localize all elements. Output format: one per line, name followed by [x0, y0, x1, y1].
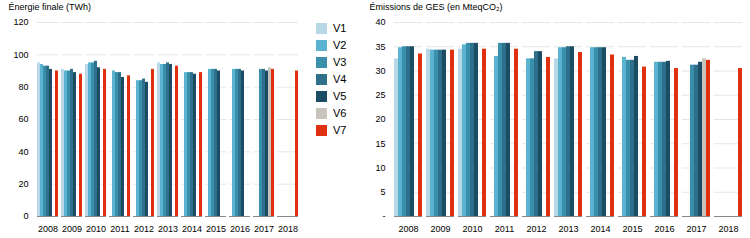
html-text:V6: V6 — [333, 107, 347, 119]
svg-text:2013: 2013 — [158, 224, 178, 234]
svg-text:2017: 2017 — [686, 224, 706, 234]
svg-text:Énergie finale (TWh): Énergie finale (TWh) — [9, 2, 92, 12]
svg-text:40: 40 — [375, 17, 385, 27]
svg-text:60: 60 — [18, 114, 28, 124]
html-text:V1: V1 — [333, 22, 347, 34]
svg-text:2017: 2017 — [254, 224, 274, 234]
svg-text:2009: 2009 — [62, 224, 82, 234]
svg-text:5: 5 — [380, 187, 385, 197]
svg-text:40: 40 — [18, 147, 28, 157]
svg-text:2008: 2008 — [398, 224, 418, 234]
svg-text:2011: 2011 — [110, 224, 129, 234]
svg-text:-: - — [383, 211, 386, 221]
html-text:V3: V3 — [333, 56, 347, 68]
svg-text:Émissions de GES (en MteqCO₂): Émissions de GES (en MteqCO₂) — [370, 2, 503, 12]
svg-text:2009: 2009 — [430, 224, 450, 234]
svg-text:2012: 2012 — [134, 224, 154, 234]
svg-text:0: 0 — [23, 211, 28, 221]
html-text:V4: V4 — [333, 73, 347, 85]
svg-text:2012: 2012 — [526, 224, 546, 234]
svg-text:2011: 2011 — [495, 224, 514, 234]
svg-text:2010: 2010 — [86, 224, 106, 234]
svg-text:2008: 2008 — [38, 224, 58, 234]
svg-text:2018: 2018 — [718, 224, 738, 234]
svg-text:25: 25 — [375, 90, 385, 100]
svg-text:2016: 2016 — [654, 224, 674, 234]
svg-text:20: 20 — [375, 114, 385, 124]
svg-text:30: 30 — [375, 66, 385, 76]
svg-text:2010: 2010 — [462, 224, 482, 234]
html-text:V2: V2 — [333, 39, 347, 51]
svg-text:35: 35 — [375, 42, 385, 52]
svg-text:20: 20 — [18, 179, 28, 189]
svg-text:15: 15 — [375, 139, 385, 149]
svg-text:2018: 2018 — [278, 224, 298, 234]
svg-text:10: 10 — [375, 163, 385, 173]
svg-text:100: 100 — [13, 50, 28, 60]
html-text:V5: V5 — [333, 90, 347, 102]
svg-text:80: 80 — [18, 82, 28, 92]
html-text:V7: V7 — [333, 124, 347, 136]
svg-text:2016: 2016 — [230, 224, 250, 234]
svg-text:120: 120 — [13, 17, 28, 27]
svg-text:2014: 2014 — [182, 224, 202, 234]
svg-text:2013: 2013 — [558, 224, 578, 234]
svg-text:2015: 2015 — [206, 224, 226, 234]
svg-text:2014: 2014 — [590, 224, 610, 234]
svg-text:2015: 2015 — [622, 224, 642, 234]
